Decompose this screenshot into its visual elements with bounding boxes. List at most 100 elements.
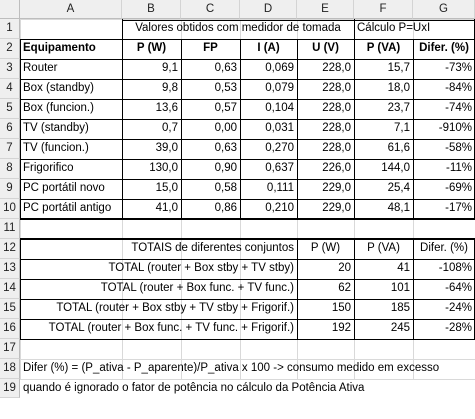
voltage-cell[interactable]: 229,0 bbox=[322, 202, 351, 214]
apparent-power-cell[interactable]: 61,6 bbox=[387, 142, 410, 154]
voltage-cell[interactable]: 228,0 bbox=[322, 82, 351, 94]
column-header-f[interactable]: F bbox=[354, 0, 413, 19]
totals-apparent-power-cell[interactable]: 101 bbox=[390, 282, 410, 294]
equipment-name[interactable]: Frigorifico bbox=[23, 162, 74, 174]
power-factor-cell[interactable]: 0,63 bbox=[214, 62, 237, 74]
row-header-16[interactable]: 16 bbox=[0, 319, 20, 339]
row-header-6[interactable]: 6 bbox=[0, 119, 20, 139]
totals-apparent-power-cell[interactable]: 185 bbox=[390, 302, 410, 314]
column-header-c[interactable]: C bbox=[181, 0, 240, 19]
power-factor-header[interactable]: FP bbox=[203, 42, 218, 54]
power-factor-cell[interactable]: 0,58 bbox=[214, 182, 237, 194]
select-all-corner[interactable] bbox=[0, 0, 20, 19]
power-factor-cell[interactable]: 0,57 bbox=[214, 102, 237, 114]
row-header-18[interactable]: 18 bbox=[0, 359, 20, 379]
difference-cell[interactable]: -69% bbox=[445, 182, 472, 194]
equipment-name[interactable]: TV (standby) bbox=[23, 122, 89, 134]
current-cell[interactable]: 0,210 bbox=[265, 202, 294, 214]
power-w-cell[interactable]: 0,7 bbox=[162, 122, 178, 134]
totals-power-w-cell[interactable]: 150 bbox=[331, 302, 351, 314]
row-header-9[interactable]: 9 bbox=[0, 179, 20, 199]
apparent-power-cell[interactable]: 7,1 bbox=[394, 122, 410, 134]
measured-values-header[interactable]: Valores obtidos com medidor de tomada bbox=[135, 22, 341, 34]
totals-label[interactable]: TOTAL (router + Box func. + TV func. + F… bbox=[48, 322, 294, 334]
current-cell[interactable]: 0,104 bbox=[265, 102, 294, 114]
totals-difference-cell[interactable]: -64% bbox=[445, 282, 472, 294]
totals-apparent-power-cell[interactable]: 245 bbox=[390, 322, 410, 334]
voltage-cell[interactable]: 226,0 bbox=[322, 162, 351, 174]
voltage-cell[interactable]: 228,0 bbox=[322, 62, 351, 74]
totals-power-w-cell[interactable]: 20 bbox=[338, 262, 351, 274]
column-header-a[interactable]: A bbox=[20, 0, 122, 19]
power-factor-cell[interactable]: 0,90 bbox=[214, 162, 237, 174]
row-header-3[interactable]: 3 bbox=[0, 59, 20, 79]
difference-cell[interactable]: -84% bbox=[445, 82, 472, 94]
row-header-5[interactable]: 5 bbox=[0, 99, 20, 119]
calc-header[interactable]: Cálculo P=UxI bbox=[357, 22, 431, 34]
current-header[interactable]: I (A) bbox=[257, 42, 280, 54]
power-w-cell[interactable]: 39,0 bbox=[155, 142, 178, 154]
difference-cell[interactable]: -73% bbox=[445, 62, 472, 74]
difference-cell[interactable]: -17% bbox=[445, 202, 472, 214]
current-cell[interactable]: 0,069 bbox=[265, 62, 294, 74]
difference-cell[interactable]: -74% bbox=[445, 102, 472, 114]
power-factor-cell[interactable]: 0,63 bbox=[214, 142, 237, 154]
voltage-header[interactable]: U (V) bbox=[312, 42, 339, 54]
row-header-12[interactable]: 12 bbox=[0, 239, 20, 259]
current-cell[interactable]: 0,270 bbox=[265, 142, 294, 154]
totals-label[interactable]: TOTAL (router + Box func. + TV func.) bbox=[100, 282, 294, 294]
power-factor-cell[interactable]: 0,00 bbox=[214, 122, 237, 134]
voltage-cell[interactable]: 228,0 bbox=[322, 142, 351, 154]
power-w-cell[interactable]: 13,6 bbox=[155, 102, 178, 114]
power-factor-cell[interactable]: 0,53 bbox=[214, 82, 237, 94]
equipment-name[interactable]: Box (funcion.) bbox=[23, 102, 94, 114]
row-header-2[interactable]: 2 bbox=[0, 39, 20, 59]
current-cell[interactable]: 0,637 bbox=[265, 162, 294, 174]
apparent-power-cell[interactable]: 48,1 bbox=[387, 202, 410, 214]
row-header-14[interactable]: 14 bbox=[0, 279, 20, 299]
equipment-header[interactable]: Equipamento bbox=[23, 42, 96, 54]
totals-power-w-header[interactable]: P (W) bbox=[310, 242, 341, 254]
apparent-power-cell[interactable]: 23,7 bbox=[387, 102, 410, 114]
row-header-15[interactable]: 15 bbox=[0, 299, 20, 319]
totals-power-w-cell[interactable]: 192 bbox=[331, 322, 351, 334]
equipment-name[interactable]: PC portátil antigo bbox=[23, 202, 112, 214]
equipment-name[interactable]: Router bbox=[23, 62, 58, 74]
column-header-d[interactable]: D bbox=[240, 0, 297, 19]
apparent-power-cell[interactable]: 25,4 bbox=[387, 182, 410, 194]
column-header-e[interactable]: E bbox=[297, 0, 354, 19]
current-cell[interactable]: 0,031 bbox=[265, 122, 294, 134]
equipment-name[interactable]: PC portátil novo bbox=[23, 182, 105, 194]
apparent-power-cell[interactable]: 144,0 bbox=[381, 162, 410, 174]
current-cell[interactable]: 0,079 bbox=[265, 82, 294, 94]
totals-difference-header[interactable]: Difer. (%) bbox=[420, 242, 468, 254]
power-w-cell[interactable]: 15,0 bbox=[155, 182, 178, 194]
totals-apparent-power-cell[interactable]: 41 bbox=[397, 262, 410, 274]
power-w-cell[interactable]: 41,0 bbox=[155, 202, 178, 214]
voltage-cell[interactable]: 228,0 bbox=[322, 122, 351, 134]
row-header-4[interactable]: 4 bbox=[0, 79, 20, 99]
row-header-13[interactable]: 13 bbox=[0, 259, 20, 279]
power-factor-cell[interactable]: 0,86 bbox=[214, 202, 237, 214]
voltage-cell[interactable]: 228,0 bbox=[322, 102, 351, 114]
row-header-11[interactable]: 11 bbox=[0, 219, 20, 239]
apparent-power-cell[interactable]: 15,7 bbox=[387, 62, 410, 74]
note-line-1[interactable]: Difer (%) = (P_ativa - P_aparente)/P_ati… bbox=[23, 362, 440, 374]
power-w-cell[interactable]: 9,1 bbox=[162, 62, 178, 74]
row-header-8[interactable]: 8 bbox=[0, 159, 20, 179]
totals-label[interactable]: TOTAL (router + Box stby + TV stby + Fri… bbox=[56, 302, 294, 314]
equipment-name[interactable]: Box (standby) bbox=[23, 82, 94, 94]
difference-cell[interactable]: -58% bbox=[445, 142, 472, 154]
row-header-19[interactable]: 19 bbox=[0, 379, 20, 398]
totals-difference-cell[interactable]: -108% bbox=[438, 262, 472, 274]
voltage-cell[interactable]: 229,0 bbox=[322, 182, 351, 194]
row-header-10[interactable]: 10 bbox=[0, 199, 20, 219]
power-w-cell[interactable]: 130,0 bbox=[149, 162, 178, 174]
difference-cell[interactable]: -11% bbox=[446, 162, 472, 174]
current-cell[interactable]: 0,111 bbox=[266, 182, 294, 194]
totals-difference-cell[interactable]: -24% bbox=[445, 302, 472, 314]
apparent-power-header[interactable]: P (VA) bbox=[366, 42, 401, 54]
totals-label[interactable]: TOTAL (router + Box stby + TV stby) bbox=[108, 262, 294, 274]
totals-apparent-power-header[interactable]: P (VA) bbox=[367, 242, 400, 254]
